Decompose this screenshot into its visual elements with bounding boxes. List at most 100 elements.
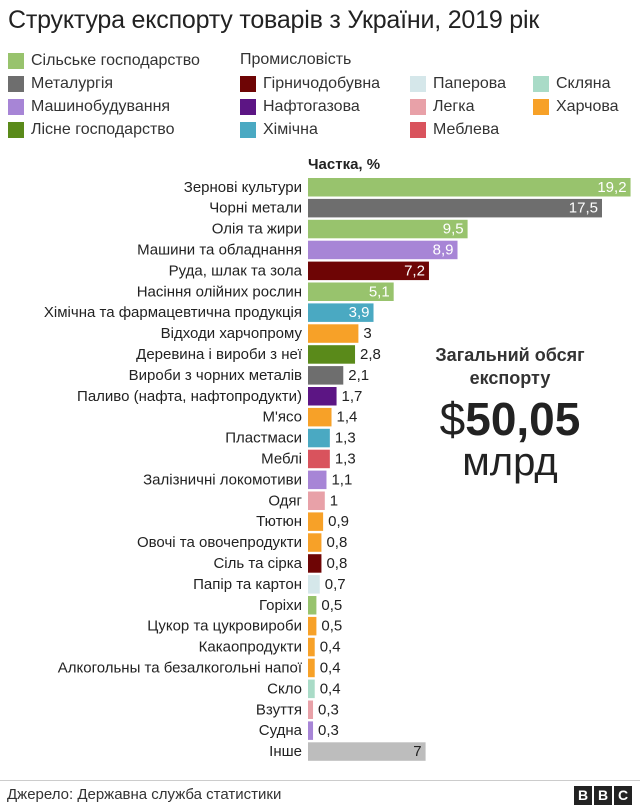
value-label: 1 [330,492,338,509]
value-label: 8,9 [433,241,454,258]
value-label: 7 [413,743,421,760]
value-label: 5,1 [369,283,390,300]
value-label: 0,4 [320,659,341,676]
legend-label: Гірничодобувна [263,75,381,92]
value-label: 1,7 [342,388,363,405]
bar [308,407,332,427]
bar [308,428,330,448]
value-label: 0,8 [326,555,347,572]
total-export-unit: млрд [462,440,558,484]
bar [308,658,315,678]
legend-label: Легка [433,98,475,115]
bar [308,512,324,531]
legend-item-glass: Скляна [533,74,610,94]
bar [308,637,315,657]
legend-label: Сільське господарство [31,52,200,69]
legend-swatch [410,122,426,138]
legend-swatch [8,122,24,138]
value-label: 0,5 [321,597,342,614]
bar [308,491,325,510]
legend-swatch [533,99,549,115]
value-label: 0,8 [326,534,347,551]
bar [308,679,315,699]
value-label: 2,8 [360,346,381,363]
bar [308,282,394,301]
legend-swatch [8,99,24,115]
logo-letter: C [614,786,632,805]
category-label: Какаопродукти [199,639,302,656]
value-label: 0,4 [320,639,341,656]
category-label: Паливо (нафта, нафтопродукти) [77,388,302,405]
category-label: Машини та обладнання [137,241,302,258]
legend-item-food: Харчова [533,97,619,117]
legend-label: Металургія [31,75,114,92]
category-label: Залізничні локомотиви [143,471,302,488]
category-label: Скло [267,680,302,697]
value-label: 0,5 [321,618,342,635]
legend-item-light-industry: Легка [410,97,474,117]
value-label: 17,5 [569,200,598,217]
legend-item-mining: Гірничодобувна [240,74,380,94]
total-export-value: $50,05 [425,392,595,446]
axis-caption: Частка, % [308,156,381,173]
category-label: Руда, шлак та зола [169,262,303,279]
category-label: Цукор та цукровироби [147,618,302,635]
value-label: 3 [363,325,371,342]
bar [308,324,359,343]
value-label: 19,2 [597,179,626,196]
legend-label: Лісне господарство [31,121,175,138]
legend-item-agriculture: Сільське господарство [8,51,200,71]
category-label: Інше [269,743,302,760]
value-label: 0,4 [320,680,341,697]
category-label: Одяг [268,492,302,509]
value-label: 1,1 [331,471,352,488]
legend-item-oil-gas: Нафтогазова [240,97,360,117]
bar [308,198,602,218]
bar [308,721,314,740]
bar [308,219,468,239]
bar [308,178,631,197]
source-note: Джерело: Державна служба статистики [7,786,282,803]
category-label: Вироби з чорних металів [129,367,302,384]
legend-label: Нафтогазова [263,98,360,115]
bar [308,261,429,281]
category-label: Хімічна та фармацевтична продукція [44,304,302,321]
value-label: 9,5 [443,221,464,238]
logo-letter: B [574,786,592,805]
value-label: 0,3 [318,701,339,718]
bar [308,366,344,385]
category-label: Пластмаси [225,430,302,447]
category-label: Сіль та сірка [213,555,302,572]
legend-swatch [240,99,256,115]
legend-swatch [240,122,256,138]
legend-item-forestry: Лісне господарство [8,120,175,140]
bar [308,387,337,406]
value-label: 2,1 [348,367,369,384]
legend-label: Скляна [556,75,611,92]
value-label: 1,3 [335,430,356,447]
legend-swatch [8,76,24,92]
bar [308,303,374,322]
footer-divider [0,780,640,781]
value-label: 1,3 [335,450,356,467]
legend-swatch [533,76,549,92]
category-label: Взуття [256,701,302,718]
currency-symbol: $ [439,393,466,445]
category-label: Чорні метали [209,200,302,217]
category-label: Зернові культури [184,179,302,196]
category-label: М'ясо [263,409,303,426]
legend-swatch [8,53,24,69]
bar [308,240,458,260]
category-label: Насіння олійних рослин [137,283,302,300]
legend-label: Хімічна [263,121,318,138]
bar [308,449,330,469]
category-label: Овочі та овочепродукти [137,534,302,551]
legend-label: Меблева [433,121,500,138]
bar [308,575,320,594]
legend-item-chemical: Хімічна [240,120,318,140]
legend-label: Паперова [433,75,506,92]
total-amount: 50,05 [465,393,581,445]
legend-item-furniture: Меблева [410,120,499,140]
value-label: 0,7 [325,576,346,593]
legend-item-paper: Паперова [410,74,506,94]
